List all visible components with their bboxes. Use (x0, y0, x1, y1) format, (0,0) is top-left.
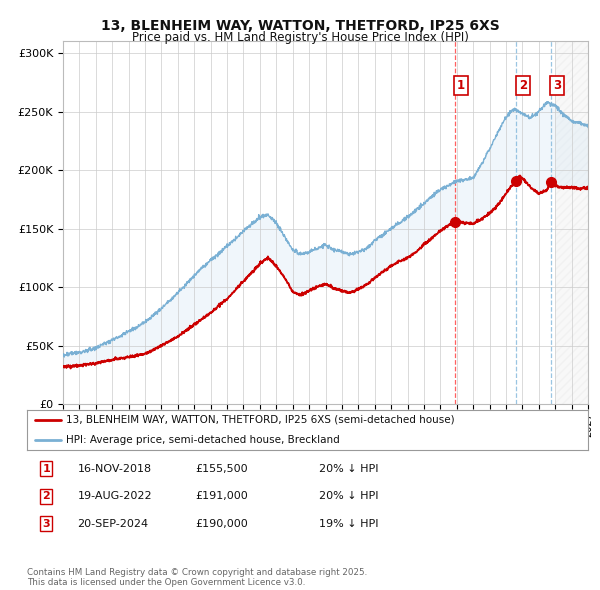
Text: Price paid vs. HM Land Registry's House Price Index (HPI): Price paid vs. HM Land Registry's House … (131, 31, 469, 44)
Text: 19% ↓ HPI: 19% ↓ HPI (319, 519, 378, 529)
Text: £191,000: £191,000 (196, 491, 248, 501)
Text: Contains HM Land Registry data © Crown copyright and database right 2025.
This d: Contains HM Land Registry data © Crown c… (27, 568, 367, 587)
Text: 20% ↓ HPI: 20% ↓ HPI (319, 464, 378, 474)
Text: 3: 3 (42, 519, 50, 529)
Text: 19-AUG-2022: 19-AUG-2022 (77, 491, 152, 501)
Text: 20-SEP-2024: 20-SEP-2024 (77, 519, 149, 529)
Text: 13, BLENHEIM WAY, WATTON, THETFORD, IP25 6XS: 13, BLENHEIM WAY, WATTON, THETFORD, IP25… (101, 19, 499, 33)
Text: £155,500: £155,500 (196, 464, 248, 474)
Text: HPI: Average price, semi-detached house, Breckland: HPI: Average price, semi-detached house,… (66, 435, 340, 445)
Text: 1: 1 (42, 464, 50, 474)
Text: 20% ↓ HPI: 20% ↓ HPI (319, 491, 378, 501)
Text: 16-NOV-2018: 16-NOV-2018 (77, 464, 152, 474)
Text: 1: 1 (457, 79, 466, 92)
Text: 13, BLENHEIM WAY, WATTON, THETFORD, IP25 6XS (semi-detached house): 13, BLENHEIM WAY, WATTON, THETFORD, IP25… (66, 415, 455, 425)
Text: 2: 2 (519, 79, 527, 92)
Text: 3: 3 (553, 79, 561, 92)
Text: 2: 2 (42, 491, 50, 501)
Text: £190,000: £190,000 (196, 519, 248, 529)
